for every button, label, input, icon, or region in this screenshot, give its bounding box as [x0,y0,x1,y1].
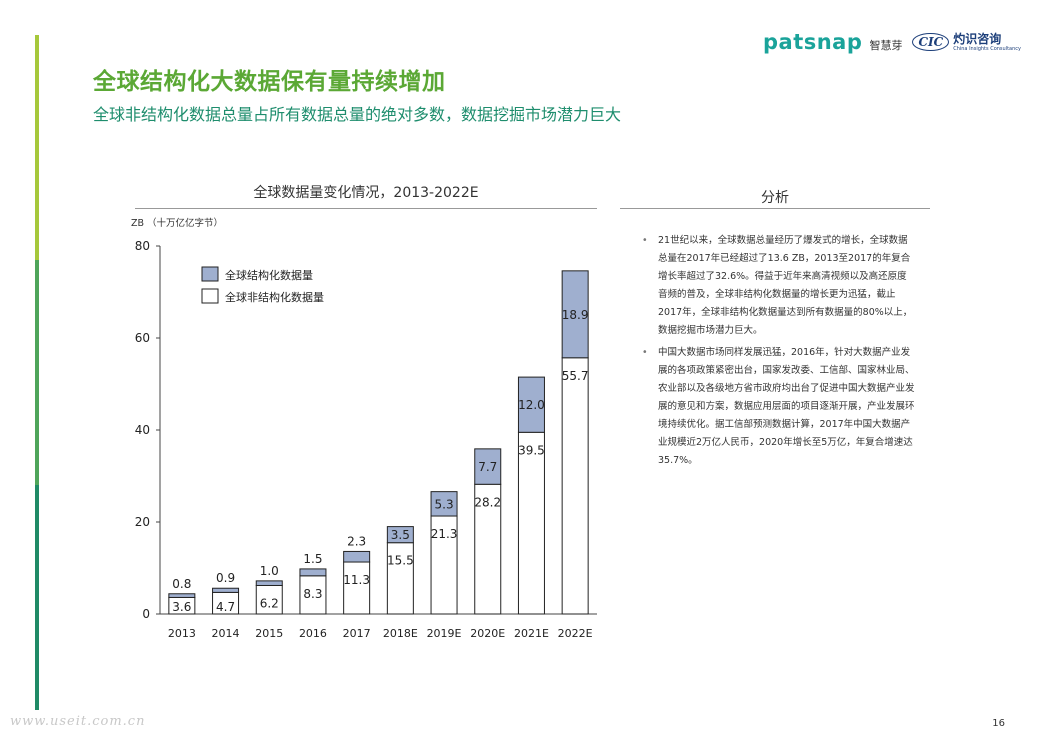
data-label-unstructured: 3.6 [172,600,191,614]
data-label-structured: 1.0 [260,564,279,578]
bar-structured [168,593,196,598]
page-subtitle: 全球非结构化数据总量占所有数据总量的绝对多数，数据挖掘市场潜力巨大 [93,105,622,124]
analysis-title-divider [620,208,930,209]
data-label-structured: 0.8 [172,577,191,591]
partner-en: China Insights Consultancy [953,45,1021,52]
cic-mark: CIC [912,33,950,51]
analysis-bullet: 中国大数据市场同样发展迅猛，2016年，针对大数据产业发展的各项政策紧密出台，国… [640,344,915,470]
data-label-unstructured: 15.5 [387,554,414,568]
bar-unstructured [430,515,458,615]
page-title: 全球结构化大数据保有量持续增加 [93,69,446,95]
x-tick-label: 2014 [212,627,240,640]
analysis-panel: 21世纪以来，全球数据总量经历了爆发式的增长，全球数据总量在2017年已经超过了… [640,232,915,474]
data-label-unstructured: 6.2 [260,596,279,610]
legend-swatch-unstructured [201,288,219,304]
bar-structured [299,568,327,577]
x-tick-label: 2015 [255,627,283,640]
page-number: 16 [992,718,1005,729]
y-axis-unit-label: ZB （十万亿亿字节） [131,218,224,229]
x-tick-label: 2017 [343,627,371,640]
accent-bar-top [35,35,39,260]
x-tick-label: 2019E [427,627,462,640]
data-label-structured: 1.5 [303,552,322,566]
bar-structured [474,448,502,485]
data-label-structured: 18.9 [562,308,589,322]
y-tick-label: 60 [135,331,150,345]
bar-unstructured [255,584,283,615]
bar-unstructured [299,575,327,615]
chart-title-divider [135,208,597,209]
header-logos: patsnap 智慧芽 CIC 灼识咨询 China Insights Cons… [763,30,1021,54]
x-tick-label: 2022E [558,627,593,640]
bar-structured [517,376,545,433]
chart-title: 全球数据量变化情况，2013-2022E [253,185,479,201]
bar-unstructured [343,561,371,615]
bar-unstructured [386,542,414,615]
bar-unstructured [517,431,545,615]
data-label-unstructured: 28.2 [474,495,501,509]
data-label-structured: 12.0 [518,398,545,412]
data-label-unstructured: 39.5 [518,443,545,457]
y-tick-label: 80 [135,239,150,253]
data-label-unstructured: 8.3 [303,587,322,601]
x-tick-label: 2021E [514,627,549,640]
data-label-structured: 3.5 [391,528,410,542]
bar-structured [561,270,589,359]
data-label-unstructured: 4.7 [216,600,235,614]
y-tick-label: 20 [135,515,150,529]
data-label-unstructured: 55.7 [562,369,589,383]
analysis-bullet: 21世纪以来，全球数据总量经历了爆发式的增长，全球数据总量在2017年已经超过了… [640,232,915,340]
bar-structured [343,550,371,563]
x-tick-label: 2013 [168,627,196,640]
accent-bar-middle [35,260,39,485]
patsnap-logo: patsnap 智慧芽 [763,30,903,54]
analysis-title: 分析 [761,190,789,206]
bar-structured [386,526,414,544]
brand-cn: 智慧芽 [869,39,903,52]
brand-name: patsnap [762,30,863,54]
bar-structured [430,491,458,517]
partner-cn: 灼识咨询 [953,31,1002,46]
data-label-structured: 0.9 [216,571,235,585]
bar-structured [212,587,240,593]
bar-structured [255,580,283,586]
y-tick-label: 40 [135,423,150,437]
x-tick-label: 2020E [470,627,505,640]
data-label-structured: 5.3 [435,497,454,511]
data-label-structured: 7.7 [478,460,497,474]
x-tick-label: 2018E [383,627,418,640]
data-label-structured: 2.3 [347,534,366,548]
data-label-unstructured: 21.3 [431,527,458,541]
bar-unstructured [474,483,502,615]
legend-label-unstructured: 全球非结构化数据量 [225,290,324,304]
x-tick-label: 2016 [299,627,327,640]
accent-bar-bottom [35,485,39,710]
legend-label-structured: 全球结构化数据量 [225,268,313,282]
legend-swatch-structured [201,266,219,282]
watermark: www.useit.com.cn [10,714,146,729]
bar-unstructured [561,357,589,615]
cic-logo: CIC 灼识咨询 China Insights Consultancy [912,33,1021,52]
data-label-unstructured: 11.3 [343,573,370,587]
y-tick-label: 0 [142,607,150,621]
